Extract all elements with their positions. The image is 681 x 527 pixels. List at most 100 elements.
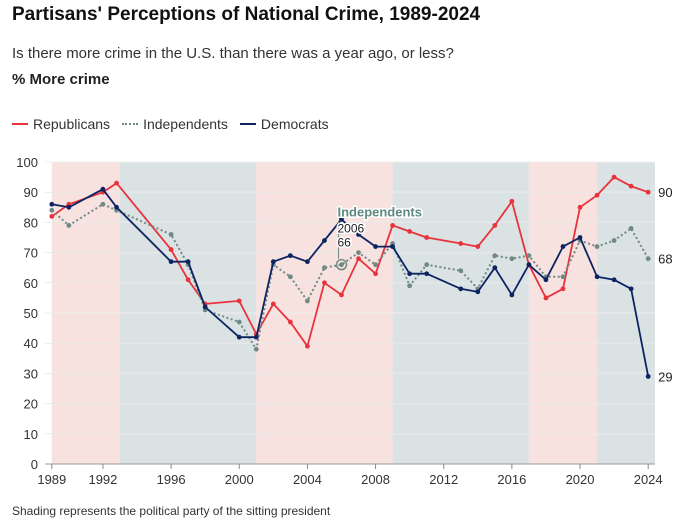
point-republicans-2007 <box>356 256 361 262</box>
point-republicans-2009 <box>390 223 395 228</box>
y-tick-label-90: 90 <box>24 185 38 200</box>
point-republicans-2014 <box>475 244 481 249</box>
point-democrats-1992 <box>100 186 106 192</box>
point-republicans-2011 <box>424 235 430 240</box>
point-republicans-2015 <box>492 223 498 228</box>
y-tick-label-60: 60 <box>24 276 38 291</box>
point-democrats-2003 <box>287 253 293 259</box>
x-tick-label-1992: 1992 <box>88 472 117 487</box>
y-tick-label-70: 70 <box>24 246 38 261</box>
point-democrats-2023 <box>628 286 634 292</box>
x-tick-label-2016: 2016 <box>497 472 526 487</box>
x-tick-label-2024: 2024 <box>634 472 663 487</box>
x-tick-label-2004: 2004 <box>293 472 322 487</box>
end-label-republicans: 90 <box>658 185 672 200</box>
legend-swatch-democrats <box>239 123 256 125</box>
point-independents-2023 <box>628 226 634 231</box>
point-democrats-2015 <box>492 265 498 271</box>
point-independents-2013 <box>458 268 464 274</box>
point-democrats-2004 <box>305 259 310 265</box>
point-republicans-2016 <box>509 198 515 204</box>
point-democrats-2000 <box>236 334 242 340</box>
point-democrats-2014 <box>475 289 481 295</box>
legend-swatch-independents <box>122 123 139 125</box>
point-independents-2024 <box>645 256 651 262</box>
point-independents-2007 <box>356 250 361 256</box>
y-tick-label-0: 0 <box>31 457 38 472</box>
point-democrats-2024 <box>645 374 651 379</box>
point-republicans-2021 <box>594 192 600 198</box>
y-tick-label-100: 100 <box>16 155 38 170</box>
end-label-independents: 68 <box>658 252 672 267</box>
point-independents-2010 <box>407 283 413 289</box>
footnote: Shading represents the political party o… <box>12 504 331 518</box>
point-republicans-2019 <box>560 286 566 292</box>
legend-item-democrats[interactable]: Democrats <box>239 116 329 132</box>
point-independents-2003 <box>287 274 293 280</box>
x-tick-label-1989: 1989 <box>37 472 66 487</box>
point-independents-2006 <box>339 262 344 268</box>
point-independents-1996 <box>168 232 174 237</box>
point-republicans-2010 <box>407 229 413 234</box>
legend-item-republicans[interactable]: Republicans <box>12 116 110 132</box>
point-independents-1989 <box>49 207 55 213</box>
chart-legend: Republicans Independents Democrats <box>12 116 329 132</box>
point-republicans-1989 <box>49 213 55 219</box>
point-independents-2004 <box>305 298 310 304</box>
x-tick-label-2020: 2020 <box>566 472 595 487</box>
legend-swatch-republicans <box>12 123 28 125</box>
point-independents-2011 <box>424 262 430 268</box>
legend-item-independents[interactable]: Independents <box>122 116 228 132</box>
point-democrats-1997 <box>185 259 191 265</box>
point-republicans-2013 <box>458 241 464 246</box>
point-democrats-1989 <box>49 201 55 207</box>
point-independents-2016 <box>509 256 515 262</box>
point-independents-2019 <box>560 274 566 280</box>
y-tick-label-40: 40 <box>24 336 38 351</box>
point-democrats-2001 <box>253 334 259 340</box>
annotation-year: 2006 <box>337 222 364 236</box>
legend-label-independents: Independents <box>143 116 228 132</box>
point-independents-2005 <box>322 265 327 271</box>
point-independents-1992 <box>100 201 106 207</box>
point-republicans-2008 <box>373 271 378 277</box>
y-tick-label-10: 10 <box>24 427 38 442</box>
point-republicans-2024 <box>645 189 651 195</box>
point-democrats-2022 <box>611 277 617 283</box>
point-democrats-2019 <box>560 244 566 249</box>
point-republicans-2018 <box>543 295 549 301</box>
point-republicans-2020 <box>577 204 583 210</box>
point-independents-2017 <box>526 253 532 259</box>
point-republicans-1996 <box>168 247 174 252</box>
point-republicans-2003 <box>287 319 293 325</box>
point-democrats-2018 <box>543 277 549 283</box>
point-democrats-2021 <box>594 274 600 280</box>
legend-label-democrats: Democrats <box>260 116 329 132</box>
point-democrats-2008 <box>373 244 378 249</box>
x-tick-label-1996: 1996 <box>157 472 186 487</box>
point-republicans-2006 <box>339 292 344 298</box>
annotation-ring <box>335 258 348 271</box>
point-republicans-2002 <box>270 301 276 307</box>
point-democrats-1996 <box>168 259 174 265</box>
point-republicans-2022 <box>611 174 617 180</box>
legend-label-republicans: Republicans <box>33 116 111 132</box>
point-independents-2015 <box>492 253 498 259</box>
point-independents-2008 <box>373 262 378 268</box>
point-republicans-1992.8 <box>114 180 119 186</box>
point-democrats-2006 <box>339 216 344 222</box>
point-democrats-1992.8 <box>114 204 119 210</box>
point-democrats-2017 <box>526 262 532 268</box>
point-republicans-2004 <box>305 343 310 349</box>
point-independents-2021 <box>594 244 600 249</box>
y-tick-label-30: 30 <box>24 366 38 381</box>
annotation-title: Independents <box>337 205 422 220</box>
point-republicans-2000 <box>236 298 242 304</box>
y-tick-label-50: 50 <box>24 306 38 321</box>
point-independents-2001 <box>253 346 259 352</box>
point-democrats-1998 <box>202 304 208 310</box>
point-republicans-1997 <box>185 277 191 283</box>
point-democrats-2020 <box>577 235 583 240</box>
point-democrats-2016 <box>509 292 515 298</box>
